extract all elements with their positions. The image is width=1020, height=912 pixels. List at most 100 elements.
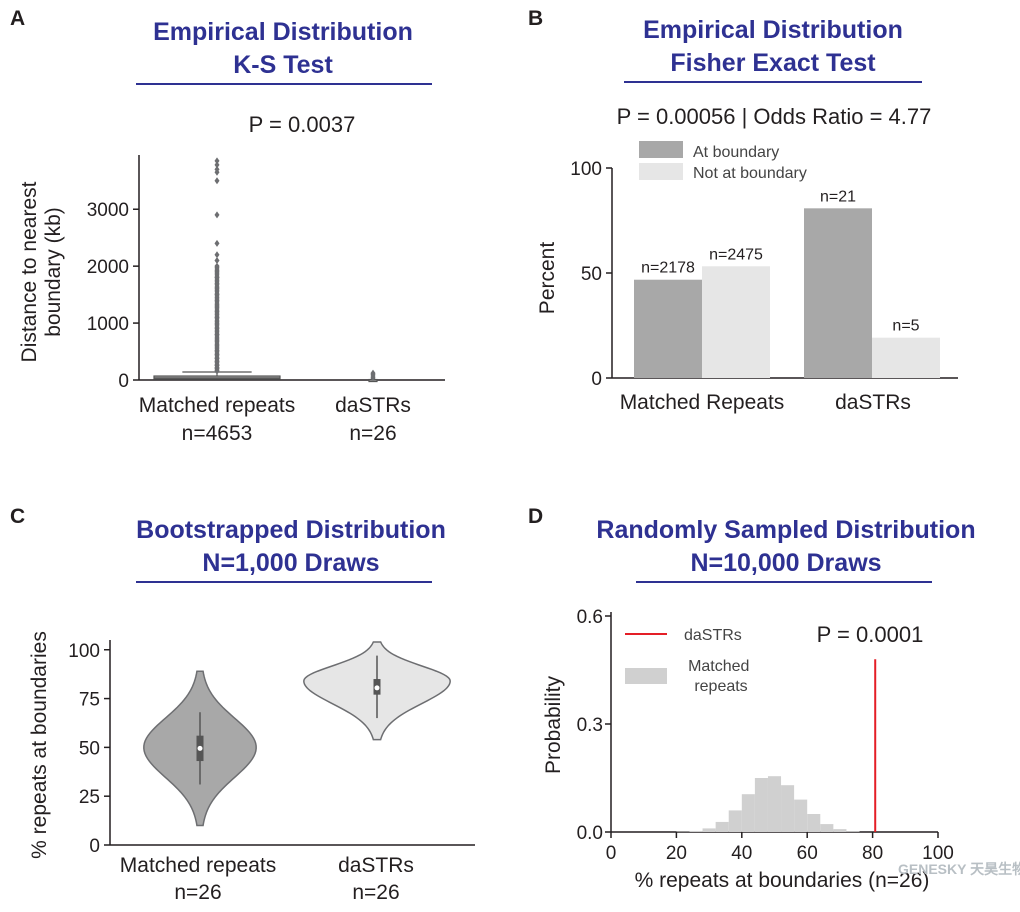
box-outlier — [214, 256, 220, 264]
panel-b-category-label: Matched Repeats — [620, 391, 785, 414]
box-outlier — [214, 251, 220, 259]
violin-median — [197, 745, 203, 751]
histogram-bar — [754, 778, 768, 832]
y-tick-label: 1000 — [87, 314, 129, 335]
bar — [804, 208, 872, 378]
panel-d-x-ticks: 0 20 40 60 80 100 — [606, 832, 954, 864]
box-outlier — [214, 165, 220, 173]
panel-b: B Empirical Distribution Fisher Exact Te… — [528, 7, 958, 414]
bar-label: n=21 — [820, 188, 856, 205]
box-outlier — [214, 239, 220, 247]
panel-c-violins — [143, 641, 451, 827]
y-tick-label: 50 — [581, 264, 602, 285]
legend-swatch-at-boundary — [639, 141, 683, 158]
box-outlier — [370, 369, 376, 377]
legend-label-not-at-boundary: Not at boundary — [693, 165, 807, 182]
histogram-bar — [728, 810, 742, 832]
panel-a-ylabel-line1: Distance to nearest — [18, 181, 41, 362]
panel-b-legend: At boundary Not at boundary — [639, 141, 807, 182]
y-tick-label: 0.6 — [577, 607, 603, 628]
panel-c-label: C — [10, 505, 25, 528]
box-outlier — [214, 177, 220, 185]
histogram-bar — [846, 831, 860, 832]
y-tick-label: 75 — [79, 690, 100, 711]
histogram-bar — [767, 776, 782, 832]
y-tick-label: 0 — [591, 369, 602, 390]
legend-label-dastrs: daSTRs — [684, 627, 742, 644]
y-tick-label: 100 — [68, 641, 100, 662]
panel-d-legend: daSTRs Matched repeats — [625, 627, 754, 695]
x-tick-label: 80 — [862, 843, 883, 864]
y-tick-label: 100 — [570, 159, 602, 180]
histogram-bar — [794, 799, 808, 832]
panel-c-category-n: n=26 — [352, 881, 399, 904]
box-outlier — [214, 157, 220, 165]
box-outlier — [214, 161, 220, 169]
bar — [702, 266, 770, 378]
panel-b-y-ticks: 0 50 100 — [570, 159, 612, 390]
panel-a-boxes — [153, 157, 378, 383]
box-outlier — [214, 211, 220, 219]
y-tick-label: 50 — [79, 738, 100, 759]
legend-label-matched-repeats: Matched repeats — [688, 658, 754, 695]
histogram-bar — [807, 814, 821, 832]
violin-median — [374, 685, 380, 691]
y-tick-label: 0 — [118, 371, 129, 392]
panel-c-title-line2: N=1,000 Draws — [202, 549, 379, 577]
watermark-text: GENESKY 天昊生物 — [898, 861, 1020, 877]
panel-d-title-line1: Randomly Sampled Distribution — [596, 516, 975, 544]
panel-a-title-line2: K-S Test — [233, 51, 333, 79]
panel-a-category-label: Matched repeats — [139, 394, 295, 417]
histogram-bar — [715, 821, 729, 832]
y-tick-label: 0 — [89, 836, 100, 857]
panel-a-ylabel-line2: boundary (kb) — [42, 207, 65, 337]
y-tick-label: 25 — [79, 787, 100, 808]
x-tick-label: 40 — [731, 843, 752, 864]
legend-swatch-matched-repeats — [625, 668, 667, 684]
panel-b-bars: n=2178 n=21 n=2475 n=5 — [634, 188, 940, 378]
x-tick-label: 100 — [922, 843, 954, 864]
histogram-bar — [820, 824, 834, 832]
histogram-bar — [702, 828, 716, 832]
legend-label-at-boundary: At boundary — [693, 144, 779, 161]
x-tick-label: 60 — [797, 843, 818, 864]
panel-a-category-n: n=26 — [349, 422, 396, 445]
panel-a-p-value: P = 0.0037 — [249, 112, 356, 137]
histogram-bar — [781, 785, 795, 832]
box-outlier — [214, 263, 220, 270]
panel-a-title-line1: Empirical Distribution — [153, 18, 413, 46]
panel-d-p-value: P = 0.0001 — [817, 622, 924, 647]
panel-b-title-line2: Fisher Exact Test — [670, 49, 876, 77]
panel-b-label: B — [528, 7, 543, 30]
panel-c-category-n: n=26 — [174, 881, 221, 904]
panel-b-category-label: daSTRs — [835, 391, 911, 414]
legend-swatch-not-at-boundary — [639, 163, 683, 180]
bar — [872, 337, 940, 378]
bar — [634, 279, 702, 378]
panel-d-y-ticks: 0.0 0.3 0.6 — [577, 607, 611, 844]
panel-c-ylabel: % repeats at boundaries — [28, 631, 51, 859]
panel-c-y-ticks: 0 25 50 75 100 — [68, 641, 110, 857]
y-tick-label: 0.0 — [577, 823, 603, 844]
panel-a-label: A — [10, 7, 25, 30]
panel-d: D Randomly Sampled Distribution N=10,000… — [528, 505, 976, 892]
panel-d-title-line2: N=10,000 Draws — [690, 549, 881, 577]
y-tick-label: 3000 — [87, 200, 129, 221]
panel-d-histogram — [676, 776, 860, 832]
panel-c-title-line1: Bootstrapped Distribution — [136, 516, 446, 544]
panel-a-category-n: n=4653 — [182, 422, 253, 445]
panel-c-category-label: Matched repeats — [120, 854, 276, 877]
panel-b-annotation: P = 0.00056 | Odds Ratio = 4.77 — [617, 104, 932, 129]
panel-a: A Empirical Distribution K-S Test P = 0.… — [10, 7, 445, 445]
panel-b-ylabel: Percent — [536, 242, 559, 315]
panel-d-label: D — [528, 505, 543, 528]
histogram-bar — [833, 829, 847, 832]
x-tick-label: 20 — [666, 843, 687, 864]
bar-label: n=2475 — [709, 246, 763, 263]
y-tick-label: 2000 — [87, 257, 129, 278]
x-tick-label: 0 — [606, 843, 617, 864]
histogram-bar — [689, 830, 703, 832]
panel-d-xlabel: % repeats at boundaries (n=26) — [635, 869, 930, 892]
bar-label: n=2178 — [641, 260, 695, 277]
